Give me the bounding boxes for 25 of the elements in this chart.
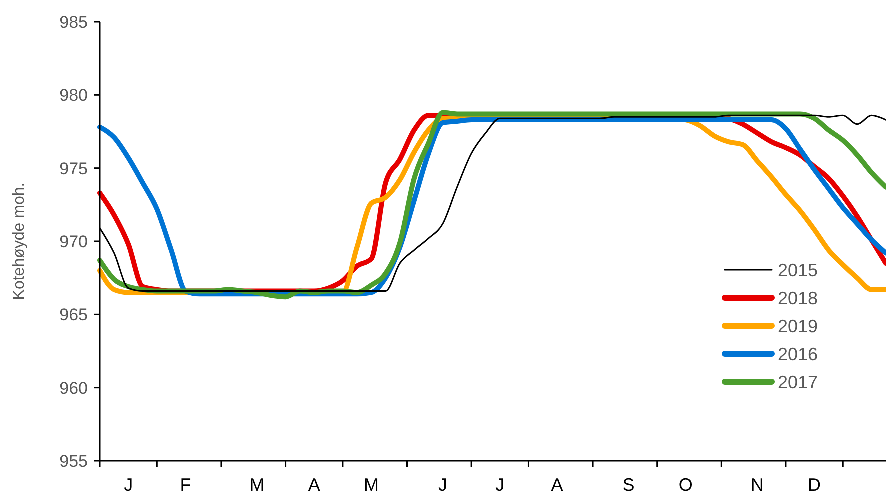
x-tick-label: D (808, 475, 822, 495)
x-tick-label: A (551, 475, 564, 495)
x-tick-label: O (678, 475, 693, 495)
legend-label: 2016 (778, 344, 818, 364)
x-tick-label: J (124, 475, 134, 495)
x-tick-label: F (180, 475, 192, 495)
y-tick-label: 975 (60, 159, 88, 178)
y-tick-label: 970 (60, 232, 88, 252)
y-tick-label: 965 (60, 306, 88, 325)
x-tick-label: J (496, 475, 505, 495)
y-tick-label: 955 (60, 452, 88, 471)
legend-label: 2015 (778, 260, 818, 280)
x-tick-label: M (364, 475, 380, 495)
x-tick-label: M (250, 475, 265, 495)
legend-label: 2018 (778, 288, 818, 308)
y-tick-label: 985 (60, 12, 88, 32)
x-tick-label: S (622, 475, 635, 495)
legend-label: 2017 (778, 372, 818, 392)
y-tick-label: 980 (60, 86, 88, 106)
y-axis-title: Kotehøyde moh. (11, 182, 28, 300)
x-tick-label: A (308, 475, 320, 495)
legend-label: 2019 (778, 316, 818, 336)
x-tick-label: N (750, 475, 764, 495)
x-tick-label: J (438, 475, 448, 495)
y-tick-label: 960 (60, 378, 88, 398)
